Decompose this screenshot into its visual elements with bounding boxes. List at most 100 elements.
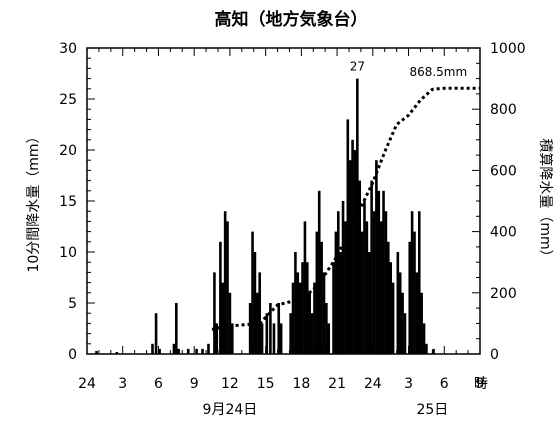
rain-bar — [277, 303, 281, 354]
rain-bar — [248, 303, 252, 354]
rain-bars — [95, 78, 435, 355]
rain-bar — [387, 241, 390, 354]
rain-bar — [317, 190, 321, 354]
rain-bar — [348, 160, 352, 354]
x-tick-label: 15 — [257, 376, 275, 392]
rain-bar — [375, 160, 378, 354]
rain-bar — [256, 292, 259, 354]
x-unit-label: 時 — [474, 376, 488, 392]
rain-bar — [415, 272, 419, 354]
y-axis-label: 10分間降水量（mm） — [26, 129, 42, 272]
rain-bar — [175, 303, 178, 354]
tick-labels: 24 3 6 9 12 15 18 21 24 3 6 90510152025300200400600… — [59, 41, 525, 392]
rain-bar — [389, 262, 392, 354]
rain-bar — [365, 221, 369, 354]
rain-bar — [215, 323, 219, 354]
rain-bar — [370, 180, 373, 354]
y-tick-label: 5 — [68, 296, 77, 312]
rain-bar — [230, 323, 234, 354]
rain-bar — [219, 241, 222, 354]
rain-bar — [410, 211, 414, 354]
rain-bar — [296, 272, 300, 354]
rain-bar — [269, 303, 272, 354]
rain-bar — [320, 241, 323, 354]
rain-bar — [332, 262, 335, 354]
rain-bar — [279, 323, 283, 354]
rain-bar — [384, 211, 388, 354]
rain-bar — [158, 348, 161, 354]
rain-bar — [201, 348, 204, 354]
date-labels: 9月24日 25日 — [203, 402, 449, 418]
rain-bar — [420, 292, 423, 354]
date-label: 9月24日 — [203, 402, 258, 418]
rain-bar — [303, 221, 307, 354]
rain-bar — [308, 292, 311, 354]
rain-bar — [298, 282, 302, 354]
y-tick-label: 15 — [59, 194, 77, 210]
rain-bar — [396, 252, 400, 354]
x-tick-label: 12 — [221, 376, 239, 392]
rain-bar — [432, 348, 435, 354]
rain-bar — [363, 201, 366, 354]
rain-bar — [226, 221, 229, 354]
y2-tick-label: 600 — [490, 163, 517, 179]
rain-bar — [291, 282, 295, 354]
rain-bar — [325, 303, 328, 354]
rain-bar — [172, 343, 176, 354]
x-tick-label: 3 — [404, 376, 413, 392]
rain-bar — [151, 343, 154, 354]
rain-bar — [358, 180, 362, 354]
rain-bar — [253, 252, 257, 354]
y2-tick-label: 200 — [490, 286, 517, 302]
rain-bar — [336, 211, 340, 354]
peak-annotation: 27 — [350, 60, 365, 74]
y-tick-label: 30 — [59, 41, 77, 57]
rain-bar — [195, 348, 198, 354]
y-tick-label: 0 — [68, 347, 77, 363]
y2-tick-label: 800 — [490, 102, 517, 118]
rain-bar — [422, 323, 426, 354]
rain-bar — [221, 282, 225, 354]
x-tick-label: 24 — [364, 376, 382, 392]
rain-bar — [339, 252, 342, 354]
rain-bar — [207, 343, 210, 354]
x-tick-label: 9 — [190, 376, 199, 392]
rain-bar — [258, 272, 261, 354]
rain-bar — [310, 313, 314, 354]
rain-bar — [391, 282, 395, 354]
rain-bar — [213, 272, 216, 354]
rain-bar — [223, 211, 227, 354]
rain-bar — [417, 211, 421, 354]
x-tick-label: 6 — [440, 376, 449, 392]
rain-bar — [353, 150, 357, 354]
rain-bar — [360, 231, 364, 354]
rain-bar — [351, 139, 354, 354]
rain-bar — [398, 272, 402, 354]
rain-bar — [334, 231, 338, 354]
rain-bar — [425, 343, 428, 354]
y2-tick-label: 400 — [490, 225, 517, 241]
rain-bar — [301, 262, 304, 354]
rain-bar — [95, 350, 98, 354]
x-tick-label: 6 — [154, 376, 163, 392]
rain-bar — [265, 313, 269, 354]
rain-bar — [177, 348, 180, 354]
rain-bar — [327, 323, 331, 354]
x-tick-label: 18 — [292, 376, 310, 392]
rain-bar — [186, 348, 190, 354]
y-tick-label: 25 — [59, 92, 77, 108]
x-tick-label: 21 — [328, 376, 346, 392]
rain-bar — [367, 252, 371, 354]
total-annotation: 868.5mm — [409, 65, 467, 79]
rain-bar — [228, 292, 232, 354]
rain-bar — [401, 292, 404, 354]
rain-bar — [313, 282, 316, 354]
rain-bar — [377, 190, 381, 354]
rain-bar — [115, 351, 119, 354]
date-label: 25日 — [416, 402, 448, 418]
rain-bar — [372, 211, 376, 354]
annotations: 27 868.5mm — [350, 60, 467, 80]
y2-tick-label: 0 — [490, 347, 499, 363]
rain-bar — [341, 201, 345, 354]
